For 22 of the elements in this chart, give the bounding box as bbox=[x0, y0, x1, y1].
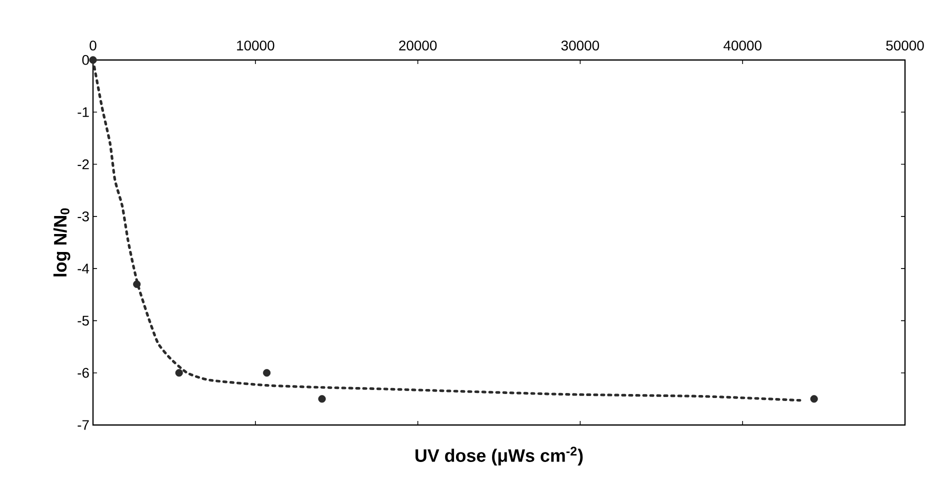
x-tick-label: 10000 bbox=[237, 40, 274, 50]
x-tick-label: 20000 bbox=[399, 40, 437, 50]
y-tick-label: -5 bbox=[78, 316, 89, 326]
point bbox=[810, 395, 818, 403]
x-tick-label: 0 bbox=[90, 40, 96, 50]
x-axis-title: UV dose (μWs cm$^{-2}$) bbox=[416, 446, 583, 466]
point bbox=[262, 369, 271, 377]
y-tick-label: -7 bbox=[78, 420, 89, 430]
x-tick-label: 40000 bbox=[724, 40, 762, 50]
y-tick-label: -4 bbox=[78, 264, 90, 274]
y-tick-label: 0 bbox=[82, 55, 89, 65]
x-tick-label: 50000 bbox=[886, 40, 924, 50]
point bbox=[318, 395, 326, 403]
y-axis-title: log N/N$_{0}$ bbox=[53, 208, 70, 276]
y-tick-label: -1 bbox=[78, 107, 89, 117]
point bbox=[175, 369, 183, 377]
y-tick-label: -3 bbox=[78, 211, 89, 222]
y-tick-label: -6 bbox=[78, 368, 89, 378]
x-tick-label: 30000 bbox=[561, 40, 600, 50]
point bbox=[133, 280, 141, 288]
y-tick-label: -2 bbox=[78, 159, 89, 170]
point bbox=[89, 56, 97, 64]
